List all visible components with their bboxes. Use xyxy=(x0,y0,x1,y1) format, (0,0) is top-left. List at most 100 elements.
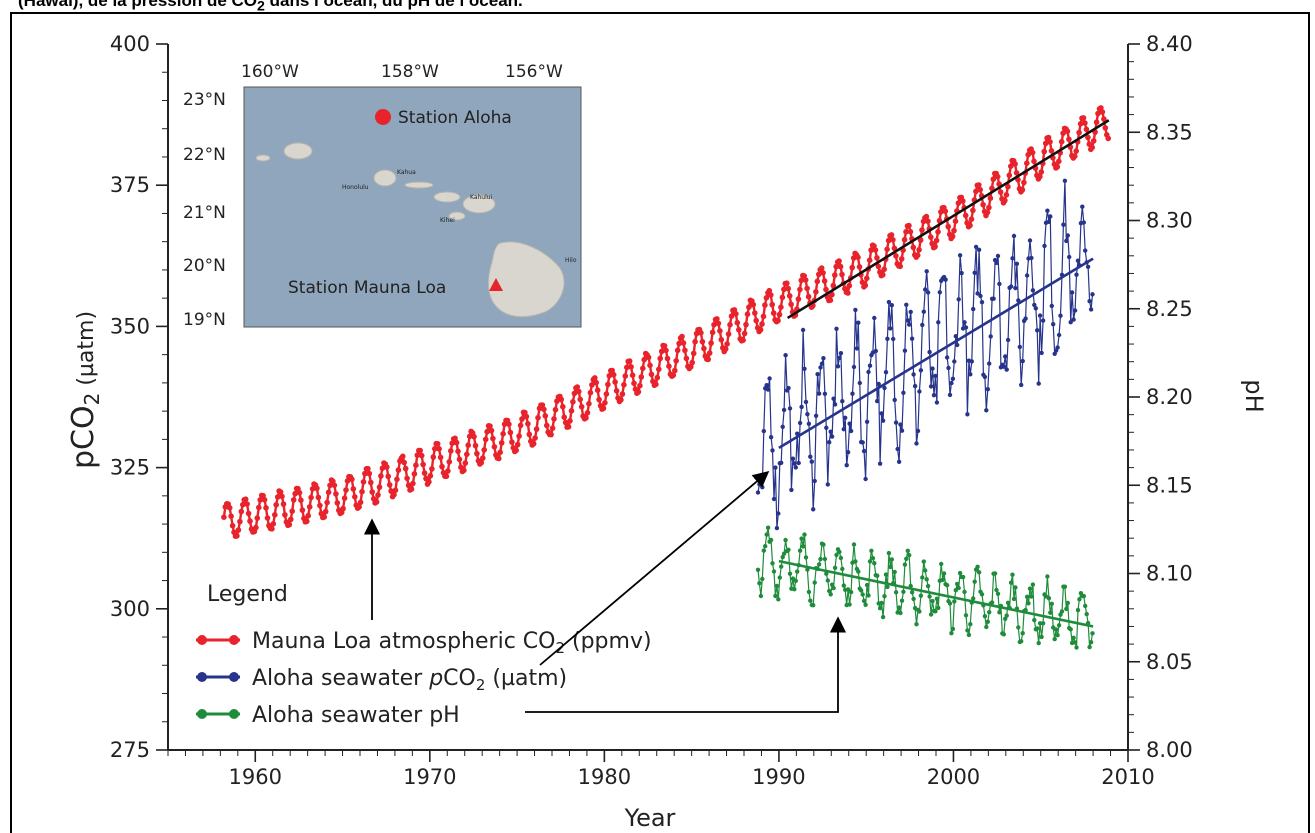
data-point xyxy=(813,289,819,295)
data-point xyxy=(474,450,480,457)
data-point xyxy=(951,227,957,234)
trend-line-mauna_loa_fit xyxy=(786,119,1110,320)
data-point xyxy=(1020,631,1025,636)
legend-swatch-dot xyxy=(197,672,207,682)
data-point xyxy=(901,236,908,243)
data-point xyxy=(584,410,591,416)
data-point xyxy=(622,373,629,379)
data-point xyxy=(793,578,798,583)
data-point xyxy=(657,355,663,362)
data-point xyxy=(972,270,977,275)
data-point xyxy=(848,589,854,595)
data-point xyxy=(760,576,765,582)
data-point xyxy=(352,494,358,500)
data-point xyxy=(496,455,502,462)
map-inset: Station Aloha Station Mauna Loa Kahua Ho… xyxy=(183,62,582,330)
data-point xyxy=(430,454,437,460)
data-point xyxy=(800,327,806,333)
data-point xyxy=(872,247,879,253)
data-point xyxy=(1105,135,1111,142)
data-point xyxy=(1064,238,1069,244)
data-point xyxy=(947,392,953,398)
data-point xyxy=(417,447,424,454)
data-point xyxy=(273,502,280,508)
data-point xyxy=(763,295,770,301)
data-point xyxy=(610,371,617,378)
data-point xyxy=(809,459,814,464)
data-point xyxy=(861,448,867,454)
data-point xyxy=(851,542,857,547)
island-hawaii xyxy=(487,241,565,318)
data-point xyxy=(927,349,932,355)
data-point xyxy=(1024,273,1030,278)
data-point xyxy=(237,518,243,525)
station-aloha-label: Station Aloha xyxy=(398,108,512,128)
data-point xyxy=(392,487,399,494)
data-point xyxy=(916,247,922,253)
data-point xyxy=(818,265,825,271)
data-point xyxy=(629,372,636,379)
data-point xyxy=(853,307,858,313)
data-point xyxy=(898,256,905,262)
legend: Legend Mauna Loa atmospheric CO2 (ppmv) … xyxy=(196,582,652,728)
data-point xyxy=(854,346,860,351)
data-point xyxy=(331,482,338,489)
station-mauna-loa-marker xyxy=(489,278,503,291)
data-point xyxy=(802,277,809,283)
data-point xyxy=(1074,645,1079,650)
legend-label: Aloha seawater pCO2 (µatm) xyxy=(252,666,567,694)
data-point xyxy=(843,415,848,420)
data-point xyxy=(832,272,838,278)
data-point xyxy=(976,570,982,575)
data-point xyxy=(692,338,698,345)
data-point xyxy=(574,384,581,390)
data-point xyxy=(825,482,830,487)
data-point xyxy=(762,302,768,308)
data-point xyxy=(410,480,416,487)
data-point xyxy=(365,465,371,472)
data-point xyxy=(1080,115,1087,121)
data-point xyxy=(299,507,306,513)
data-point xyxy=(1010,572,1015,577)
data-point xyxy=(857,380,862,386)
data-point xyxy=(780,554,785,560)
legend-entry-aloha-pco2: Aloha seawater pCO2 (µatm) xyxy=(196,666,567,694)
data-point xyxy=(885,237,892,244)
data-point xyxy=(321,514,328,520)
data-point xyxy=(975,291,980,296)
data-point xyxy=(1055,633,1060,638)
data-point xyxy=(539,402,546,408)
data-point xyxy=(943,277,948,282)
data-point xyxy=(902,562,908,567)
legend-swatch-dot xyxy=(229,672,239,682)
data-point xyxy=(333,491,339,497)
data-point xyxy=(404,475,410,482)
data-point xyxy=(324,499,330,506)
data-point xyxy=(927,594,932,599)
data-point xyxy=(806,589,812,595)
series-aloha_ph xyxy=(755,525,1095,650)
data-point xyxy=(925,583,931,589)
data-point xyxy=(995,253,1001,259)
data-point xyxy=(832,565,838,570)
data-point xyxy=(834,326,839,331)
data-point xyxy=(816,271,822,278)
data-point xyxy=(491,444,498,450)
data-point xyxy=(1062,584,1068,589)
data-point xyxy=(661,343,668,349)
data-point xyxy=(682,347,688,354)
data-point xyxy=(715,320,722,327)
data-point xyxy=(445,468,451,474)
data-point xyxy=(864,275,870,282)
data-point xyxy=(1054,164,1061,170)
data-point xyxy=(905,318,910,323)
data-point xyxy=(861,598,867,604)
data-point xyxy=(306,504,313,510)
data-point xyxy=(314,485,320,492)
data-point xyxy=(1029,255,1034,261)
data-point xyxy=(699,338,706,345)
data-point xyxy=(946,365,951,371)
data-point xyxy=(879,600,884,606)
data-point xyxy=(909,336,915,341)
data-point xyxy=(532,435,538,441)
